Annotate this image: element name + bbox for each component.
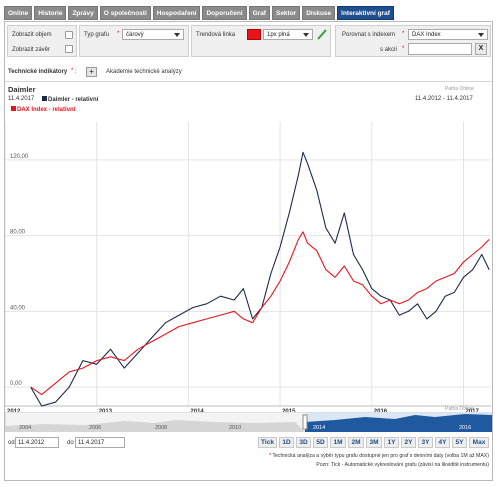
zoom-1y-button[interactable]: 1Y [384, 437, 399, 448]
navigator-tick-label: 2010 [229, 425, 241, 431]
chart-title: Daimler [8, 85, 36, 94]
note-ta: * Technická analýza a výběr typu grafu d… [269, 453, 489, 459]
chevron-down-icon [303, 33, 309, 37]
navigator-selected-area [305, 414, 492, 432]
tab-online[interactable]: Online [4, 6, 33, 20]
legend-daimler: Daimler - relativní [42, 96, 98, 103]
pencil-icon[interactable] [316, 29, 328, 40]
legend-dax-label: DAX Index - relativní [17, 107, 76, 113]
from-label: od [8, 440, 15, 446]
compare-stock-label: s akcií [380, 47, 398, 53]
y-tick-label: 40,00 [10, 305, 26, 311]
navigator-history-area [5, 420, 305, 432]
note-ta-text: Technická analýza a výběr typu grafu dos… [272, 453, 489, 459]
zoom-5d-button[interactable]: 5D [313, 437, 328, 448]
legend-dax: DAX Index - relativní [11, 106, 75, 113]
trend-label: Trendová linka [196, 32, 236, 38]
zoom-3d-button[interactable]: 3D [296, 437, 311, 448]
trend-style-value: 1px plná [267, 32, 290, 38]
zoom-tick-button[interactable]: Tick [258, 437, 277, 448]
watermark-bottom: Patria Online [445, 406, 474, 412]
show-close-checkbox[interactable] [65, 45, 73, 53]
series-line-daimler [30, 151, 490, 407]
volume-options: Zobrazit objem Zobrazit závěr [7, 25, 77, 57]
navigator-handle-left [302, 414, 308, 430]
chart-type-select[interactable]: čárový [122, 29, 184, 40]
range-navigator[interactable]: 2004 2006 2008 2010 2014 2016 [5, 412, 492, 432]
indicators-label: Technické indikátory [8, 69, 68, 75]
show-volume-checkbox[interactable] [65, 31, 73, 39]
tab-sector[interactable]: Sektor [271, 6, 301, 20]
tab-discussion[interactable]: Diskuse [302, 6, 336, 20]
chart-type-value: čárový [126, 32, 144, 38]
navigator-tick-label: 2016 [459, 425, 471, 431]
main-chart[interactable]: 0,0040,0080,00120,0020122013201420152016… [5, 114, 492, 414]
show-volume-label: Zobrazit objem [12, 32, 52, 38]
navigator-tick-label: 2006 [89, 425, 101, 431]
required-star: * [402, 31, 405, 37]
legend-daimler-swatch [42, 96, 47, 101]
watermark-top: Patria Online [445, 86, 474, 92]
zoom-1m-button[interactable]: 1M [330, 437, 346, 448]
to-label: do [67, 440, 74, 446]
zoom-max-button[interactable]: Max [469, 437, 489, 448]
academy-link[interactable]: Akademie technické analýzy [106, 69, 182, 75]
to-date-value: 11.4.2017 [78, 440, 105, 446]
trend-style-select[interactable]: 1px plná [263, 29, 313, 40]
zoom-5y-button[interactable]: 5Y [452, 437, 467, 448]
required-star: * [117, 31, 120, 37]
trend-options: Trendová linka 1px plná [191, 25, 331, 57]
divider [5, 81, 492, 82]
y-tick-label: 0,00 [10, 381, 22, 387]
zoom-1d-button[interactable]: 1D [279, 437, 294, 448]
trend-color-swatch[interactable] [247, 29, 261, 40]
note-tick: Pozn: Tick - Automatické vykreslování gr… [316, 462, 489, 468]
zoom-4y-button[interactable]: 4Y [435, 437, 450, 448]
compare-index-select[interactable]: DAX Index [408, 29, 488, 40]
add-indicator-button[interactable]: + [86, 67, 97, 77]
y-tick-label: 80,00 [10, 230, 26, 236]
tab-chart[interactable]: Graf [248, 6, 270, 20]
compare-index-value: DAX Index [412, 32, 441, 38]
tab-recommendations[interactable]: Doporučení [202, 6, 247, 20]
from-date-value: 11.4.2012 [18, 440, 45, 446]
colon: : [75, 69, 77, 75]
tab-financials[interactable]: Hospodaření [152, 6, 201, 20]
tab-interactive-chart[interactable]: Interaktivní graf [337, 6, 394, 20]
chevron-down-icon [478, 33, 484, 37]
compare-stock-input[interactable] [408, 43, 472, 55]
legend-daimler-label: Daimler - relativní [48, 97, 99, 103]
legend-dax-swatch [11, 106, 16, 111]
show-close-label: Zobrazit závěr [12, 47, 51, 53]
navigator-tick-label: 2014 [313, 425, 325, 431]
series-line-dax [30, 231, 490, 396]
chart-type-options: Typ grafu * čárový [79, 25, 189, 57]
note-star: * [269, 453, 272, 459]
chart-date-range: 11.4.2012 - 11.4.2017 [415, 96, 473, 102]
zoom-3m-button[interactable]: 3M [366, 437, 382, 448]
zoom-2y-button[interactable]: 2Y [401, 437, 416, 448]
chart-type-label: Typ grafu [84, 32, 110, 38]
compare-index-label: Porovnat s indexem [342, 32, 396, 38]
y-tick-label: 120,00 [10, 154, 29, 160]
zoom-3y-button[interactable]: 3Y [418, 437, 433, 448]
required-star: * [71, 68, 74, 74]
chevron-down-icon [174, 33, 180, 37]
chart-panel: Zobrazit objem Zobrazit závěr Typ grafu … [4, 21, 493, 481]
clear-compare-button[interactable]: X [475, 43, 487, 55]
to-date-input[interactable]: 11.4.2017 [75, 437, 125, 448]
tab-company[interactable]: O společnosti [99, 6, 151, 20]
navigator-tick-label: 2008 [155, 425, 167, 431]
tab-news[interactable]: Zprávy [68, 6, 98, 20]
tab-history[interactable]: Historie [34, 6, 67, 20]
required-star: * [402, 46, 405, 52]
compare-options: Porovnat s indexem * DAX Index s akcií *… [335, 25, 491, 57]
chart-date: 11.4.2017 [8, 96, 35, 102]
zoom-2m-button[interactable]: 2M [348, 437, 364, 448]
navigator-tick-label: 2004 [19, 425, 31, 431]
from-date-input[interactable]: 11.4.2012 [15, 437, 59, 448]
tab-bar: Online Historie Zprávy O společnosti Hos… [4, 6, 394, 20]
